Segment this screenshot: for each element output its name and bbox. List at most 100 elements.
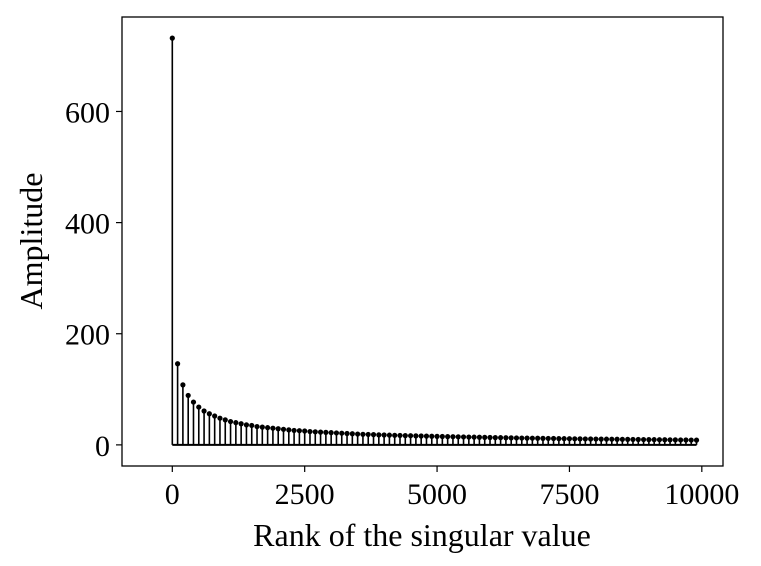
stem-marker (476, 434, 483, 440)
plot-frame (121, 16, 724, 467)
stem-marker (492, 435, 498, 441)
y-tick-label: 600 (65, 96, 110, 129)
stem-marker (392, 432, 398, 438)
stem-marker (180, 382, 186, 388)
stem-marker (386, 432, 393, 438)
stem-marker (688, 437, 694, 443)
stem-marker (455, 434, 461, 440)
stem-marker (227, 418, 234, 425)
stem-marker (312, 429, 318, 435)
stem-marker (280, 426, 287, 432)
stem-marker (640, 436, 647, 443)
stem-marker (434, 433, 440, 439)
stem-marker (582, 436, 588, 442)
stem-marker (482, 434, 488, 440)
stem-marker (212, 413, 218, 419)
stem-marker (487, 434, 493, 441)
stem-marker (508, 435, 514, 441)
stem-marker (291, 427, 297, 434)
stem-marker (535, 435, 541, 441)
x-tick-label: 10000 (664, 478, 739, 511)
stem-marker (307, 428, 313, 435)
stem-marker (614, 436, 620, 442)
stem-marker (540, 435, 546, 441)
stem-marker (598, 436, 604, 442)
stem-marker (201, 408, 207, 414)
stem-marker (566, 436, 573, 442)
stem-marker (206, 411, 212, 417)
stem-marker (185, 392, 191, 399)
stem-marker (693, 437, 700, 443)
stem-marker (233, 420, 239, 426)
stem-marker (672, 437, 678, 443)
stem-marker (609, 436, 615, 442)
stem-marker (529, 435, 535, 441)
stem-marker (466, 434, 472, 440)
stem-marker (333, 430, 340, 436)
stem-marker (418, 433, 424, 439)
stem-marker (217, 415, 223, 421)
stem-marker (646, 437, 652, 443)
stem-marker (651, 437, 657, 443)
stem-marker (656, 437, 663, 443)
y-tick-label: 400 (65, 208, 110, 241)
x-tick-label: 0 (165, 478, 180, 511)
stem-marker (328, 430, 334, 436)
stem-marker (174, 361, 181, 367)
stem-marker (190, 399, 197, 405)
stem-marker (317, 429, 324, 435)
y-tick-label: 200 (65, 319, 110, 352)
stem-marker (450, 434, 456, 440)
stem-marker (349, 431, 355, 437)
stem-marker (265, 425, 271, 431)
y-axis-label: Amplitude (13, 173, 49, 310)
stem-marker (254, 423, 260, 430)
stem-marker (413, 433, 419, 439)
stem-marker (503, 435, 509, 441)
stem-marker (471, 434, 477, 440)
stem-marker (169, 35, 175, 41)
stem-marker (275, 426, 281, 432)
stem-marker (519, 435, 525, 441)
stem-markers (169, 35, 700, 443)
y-tick-label: 0 (95, 430, 110, 463)
stem-marker (344, 430, 350, 437)
stem-marker (196, 404, 202, 410)
stem-marker (550, 435, 557, 442)
stem-marker (572, 436, 578, 442)
stem-marker (603, 436, 610, 442)
x-axis-label: Rank of the singular value (253, 517, 591, 553)
stem-marker (577, 436, 583, 442)
stem-marker (460, 434, 467, 440)
stem-marker (593, 436, 599, 442)
stem-marker (296, 428, 302, 434)
stem-marker (259, 424, 265, 430)
stem-marker (662, 437, 668, 443)
stem-marker (561, 436, 567, 442)
stem-marker (302, 428, 308, 434)
stem-marker (238, 421, 244, 427)
stem-marker (498, 435, 504, 441)
stem-marker (222, 417, 228, 423)
stem-marker (286, 427, 292, 433)
stem-marker (513, 435, 520, 441)
stem-marker (556, 436, 562, 442)
stem-marker (439, 433, 445, 440)
x-tick-label: 7500 (539, 478, 599, 511)
stem-marker (365, 431, 371, 438)
stem-marker (625, 436, 631, 442)
x-axis-ticks: 0 2500 5000 7500 10000 (165, 466, 739, 511)
x-tick-label: 2500 (275, 478, 335, 511)
stem-marker (678, 437, 684, 443)
stem-marker (397, 432, 403, 439)
stem-marker (381, 432, 387, 438)
stem-marker (445, 434, 451, 440)
stem-marker (402, 433, 408, 439)
stem-marker (545, 435, 551, 442)
stem-marker (376, 432, 382, 438)
stem-marker (339, 430, 345, 436)
stem-marker (429, 433, 435, 439)
y-axis-ticks: 0 200 400 600 (65, 96, 122, 463)
stem-marker (423, 433, 430, 439)
